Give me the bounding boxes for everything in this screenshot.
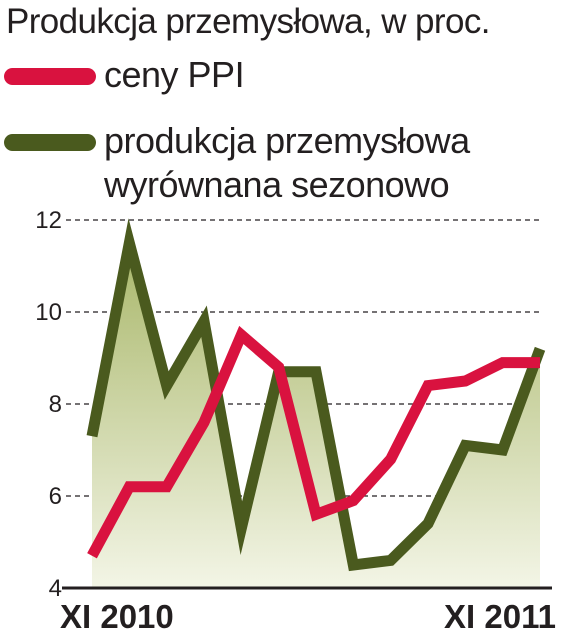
legend-label-production-line1: produkcja przemysłowa xyxy=(104,120,470,161)
series xyxy=(86,218,546,572)
y-tick-label-8: 8 xyxy=(49,391,62,418)
y-tick-label-12: 12 xyxy=(35,207,62,234)
legend-swatch-ppi xyxy=(4,68,96,85)
y-tick-label-10: 10 xyxy=(35,299,62,326)
chart-title: Produkcja przemysłowa, w proc. xyxy=(6,2,490,41)
x-tick-label-start: XI 2010 xyxy=(60,598,174,635)
legend-label-ppi: ceny PPI xyxy=(104,54,245,95)
legend-label-production-line2: wyrównana sezonowo xyxy=(104,164,450,205)
axes: 4 6 8 10 12 XI 2010 XI 2011 xyxy=(35,207,556,635)
production-area-fill xyxy=(92,243,540,588)
production-area xyxy=(92,243,540,588)
y-tick-label-6: 6 xyxy=(49,483,62,510)
y-tick-label-4: 4 xyxy=(49,575,62,602)
legend-swatch-production xyxy=(4,134,96,151)
x-tick-label-end: XI 2011 xyxy=(444,598,556,635)
